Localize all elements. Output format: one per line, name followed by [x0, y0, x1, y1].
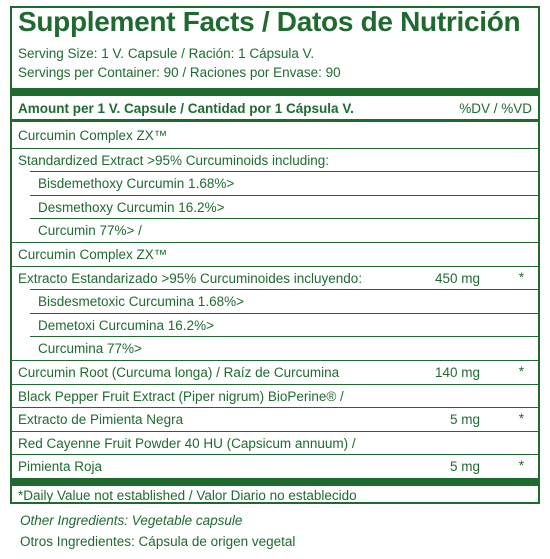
amount-header: Amount per 1 V. Capsule / Cantidad por 1…: [12, 100, 538, 118]
table-row: Curcumin Root (Curcuma longa) / Raíz de …: [12, 359, 538, 384]
other-ingredients-es: Otros Ingredientes: Cápsula de origen ve…: [20, 534, 296, 549]
table-row: Bisdemethoxy Curcumin 1.68%>: [12, 171, 538, 197]
ingredient-dv: *: [518, 269, 524, 285]
servings-per-container: Servings per Container: 90 / Raciones po…: [18, 65, 341, 80]
ingredient-dv: *: [518, 411, 524, 427]
ingredient-name: Bisdemethoxy Curcumin 1.68%>: [38, 176, 235, 192]
ingredient-name: Pimienta Roja: [18, 459, 103, 475]
table-row: Extracto Estandarizado >95% Curcuminoide…: [12, 265, 538, 290]
serving-size: Serving Size: 1 V. Capsule / Ración: 1 C…: [18, 46, 315, 61]
table-row: Standardized Extract >95% Curcuminoids i…: [12, 147, 538, 172]
table-row: Black Pepper Fruit Extract (Piper nigrum…: [12, 383, 538, 408]
table-row: Desmethoxy Curcumin 16.2%>: [12, 194, 538, 220]
ingredient-name: Red Cayenne Fruit Powder 40 HU (Capsicum…: [18, 435, 356, 451]
ingredient-name: Curcumin Complex ZX™: [18, 128, 168, 143]
ingredient-name: Standardized Extract >95% Curcuminoids i…: [18, 152, 330, 168]
ingredient-name: Curcumin Complex ZX™: [18, 246, 168, 262]
table-row: Extracto de Pimienta Negra 5 mg *: [12, 407, 538, 431]
nutrient-table: Curcumin Complex ZX™ Standardized Extract…: [12, 124, 538, 478]
ingredient-name: Desmethoxy Curcumin 16.2%>: [38, 199, 225, 215]
thick-divider-bottom: [12, 478, 538, 486]
daily-value-footnote: *Daily Value not established / Valor Dia…: [18, 488, 357, 503]
table-row: Pimienta Roja 5 mg *: [12, 454, 538, 478]
table-row: Demetoxi Curcumina 16.2%>: [12, 312, 538, 338]
ingredient-name: Curcumina 77%>: [38, 341, 142, 357]
ingredient-dv: *: [518, 363, 524, 379]
thick-divider-top: [12, 88, 538, 96]
ingredient-amount: 140 mg: [434, 364, 480, 380]
ingredient-name: Curcumin Root (Curcuma longa) / Raíz de …: [18, 364, 340, 380]
ingredient-amount: 5 mg: [449, 459, 480, 475]
ingredient-dv: *: [518, 458, 524, 474]
panel-title: Supplement Facts / Datos de Nutrición: [18, 6, 521, 37]
table-row: Curcumina 77%>: [12, 336, 538, 362]
ingredient-name: Extracto Estandarizado >95% Curcuminoide…: [18, 270, 363, 286]
table-row: Red Cayenne Fruit Powder 40 HU (Capsicum…: [12, 430, 538, 455]
ingredient-name: Curcumin 77%> /: [38, 223, 142, 239]
other-ingredients-en: Other Ingredients: Vegetable capsule: [20, 513, 243, 528]
ingredient-amount: 5 mg: [449, 412, 480, 428]
table-row: Curcumin Complex ZX™: [12, 241, 538, 266]
supplement-facts-panel: Supplement Facts / Datos de Nutrición Se…: [10, 6, 540, 504]
ingredient-name: Black Pepper Fruit Extract (Piper nigrum…: [18, 388, 344, 404]
ingredient-name: Bisdesmetoxic Curcumina 1.68%>: [38, 294, 244, 310]
ingredient-amount: 450 mg: [434, 270, 480, 286]
table-row: Curcumin Complex ZX™: [12, 124, 538, 148]
dv-header-label: %DV / %VD: [459, 101, 532, 116]
table-row: Curcumin 77%> /: [12, 218, 538, 244]
medium-divider: [12, 119, 538, 122]
table-row: Bisdesmetoxic Curcumina 1.68%>: [12, 289, 538, 315]
ingredient-name: Extracto de Pimienta Negra: [18, 412, 184, 428]
amount-header-label: Amount per 1 V. Capsule / Cantidad por 1…: [18, 101, 354, 116]
ingredient-name: Demetoxi Curcumina 16.2%>: [38, 317, 214, 333]
